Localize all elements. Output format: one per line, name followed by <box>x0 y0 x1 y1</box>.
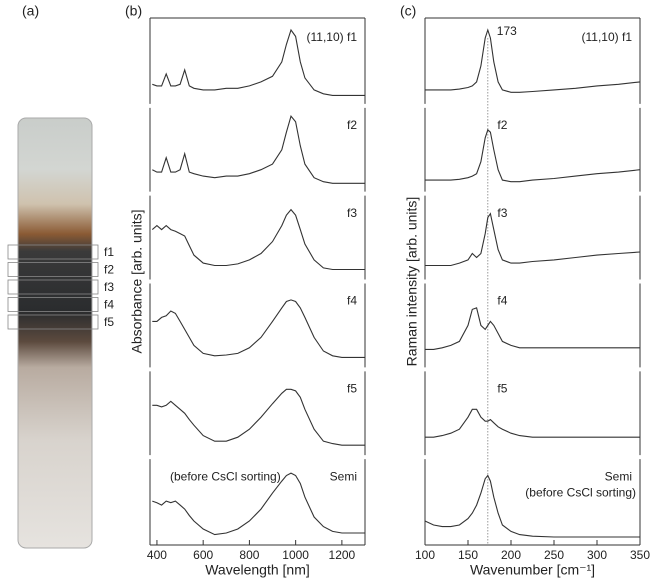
spectrum <box>152 115 365 184</box>
series-note: (before CsCl sorting) <box>525 485 636 499</box>
x-tick-label: 100 <box>415 548 435 562</box>
spectrum <box>425 408 640 438</box>
x-axis-label: Wavenumber [cm⁻¹] <box>470 562 595 578</box>
x-tick-label: 300 <box>587 548 607 562</box>
spectrum <box>152 472 365 536</box>
fraction-label: f4 <box>104 298 114 312</box>
fraction-box <box>7 297 99 312</box>
spectrum <box>151 208 365 271</box>
series-label: f2 <box>347 118 357 132</box>
series-note: (before CsCl sorting) <box>170 469 281 483</box>
spectrum <box>152 299 365 358</box>
x-tick-label: 250 <box>544 548 564 562</box>
series-label: f4 <box>347 294 357 308</box>
fraction-label: f5 <box>104 315 114 329</box>
fraction-label: f1 <box>104 245 114 259</box>
series-label: f3 <box>497 206 507 220</box>
x-tick-label: 200 <box>501 548 521 562</box>
spectrum <box>425 212 641 267</box>
spectrum <box>424 474 640 538</box>
fraction-box <box>7 279 99 295</box>
tube-photo <box>17 117 93 549</box>
spectrum <box>425 128 641 183</box>
x-tick-label: 1000 <box>282 548 309 562</box>
fraction-label: f3 <box>104 280 114 294</box>
series-label: (11,10) f1 <box>307 30 358 44</box>
y-axis-label: Raman intensity [arb. units] <box>404 197 420 367</box>
panel-label: (c) <box>400 3 416 19</box>
fraction-box <box>7 262 99 277</box>
x-tick-label: 400 <box>147 548 167 562</box>
x-tick-label: 1200 <box>329 548 356 562</box>
spectrum <box>425 307 640 350</box>
series-label: f4 <box>497 294 507 308</box>
y-axis-label: Absorbance [arb. units] <box>129 210 145 354</box>
series-label: Semi <box>605 469 632 483</box>
x-tick-label: 150 <box>458 548 478 562</box>
fraction-box <box>7 244 99 260</box>
panel-label: (b) <box>125 3 142 19</box>
series-label: f2 <box>497 118 507 132</box>
panel-label: (a) <box>22 3 39 19</box>
x-tick-label: 350 <box>630 548 650 562</box>
spectrum <box>425 28 641 93</box>
series-label: Semi <box>330 469 357 483</box>
series-label: (11,10) f1 <box>582 30 633 44</box>
x-axis-label: Wavelength [nm] <box>205 562 310 578</box>
spectrum <box>152 388 365 446</box>
series-label: f3 <box>347 206 357 220</box>
x-tick-label: 600 <box>193 548 213 562</box>
fraction-label: f2 <box>104 263 114 277</box>
series-label: f5 <box>497 382 507 396</box>
marker-label: 173 <box>497 24 517 38</box>
spectrum <box>152 28 365 96</box>
series-label: f5 <box>347 382 357 396</box>
fraction-box <box>7 314 99 330</box>
x-tick-label: 800 <box>239 548 259 562</box>
